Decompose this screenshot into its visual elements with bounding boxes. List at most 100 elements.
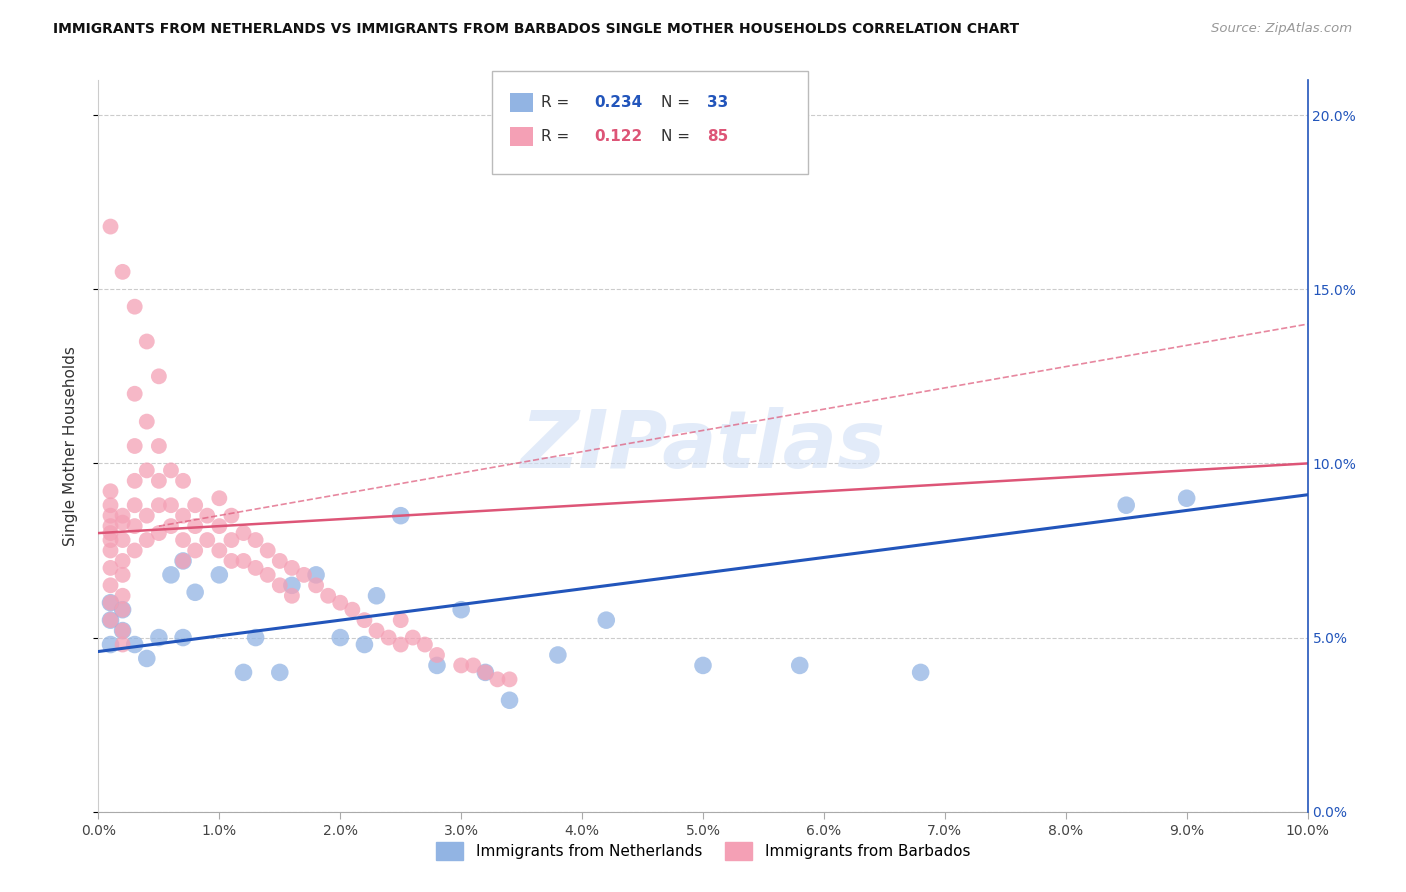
Point [100, 219, 122, 234]
Point [1175, 491, 1198, 506]
Point [135, 334, 157, 349]
Point [426, 658, 449, 673]
Point [124, 386, 146, 401]
Point [450, 658, 472, 673]
Point [124, 543, 146, 558]
Point [329, 631, 352, 645]
Point [208, 519, 231, 533]
Point [124, 638, 146, 652]
Point [124, 519, 146, 533]
Point [245, 561, 267, 575]
Point [135, 463, 157, 477]
Point [160, 519, 183, 533]
Point [595, 613, 617, 627]
Point [111, 567, 134, 582]
Point [245, 533, 267, 547]
Point [148, 439, 170, 453]
Point [377, 631, 399, 645]
Point [111, 508, 134, 523]
Point [172, 554, 194, 568]
Point [232, 526, 254, 541]
Text: N =: N = [661, 129, 695, 144]
Point [184, 498, 207, 512]
Point [195, 508, 218, 523]
Text: 0.122: 0.122 [595, 129, 643, 144]
Point [305, 567, 328, 582]
Point [221, 508, 243, 523]
Point [789, 658, 811, 673]
Point [172, 533, 194, 547]
Point [111, 554, 134, 568]
Point [221, 554, 243, 568]
Point [135, 651, 157, 665]
Point [111, 624, 134, 638]
Text: 85: 85 [707, 129, 728, 144]
Point [100, 613, 122, 627]
Point [353, 613, 375, 627]
Point [100, 526, 122, 541]
Text: N =: N = [661, 95, 695, 110]
Point [316, 589, 339, 603]
Point [208, 567, 231, 582]
Point [172, 508, 194, 523]
Point [256, 567, 278, 582]
Point [100, 596, 122, 610]
Point [124, 439, 146, 453]
Point [389, 638, 412, 652]
Point [208, 543, 231, 558]
Point [172, 474, 194, 488]
Point [111, 603, 134, 617]
Point [269, 554, 291, 568]
Text: 0.234: 0.234 [595, 95, 643, 110]
Point [100, 519, 122, 533]
Point [124, 474, 146, 488]
Point [269, 578, 291, 592]
Point [124, 300, 146, 314]
Point [463, 658, 485, 673]
Point [353, 638, 375, 652]
Point [172, 631, 194, 645]
Y-axis label: Single Mother Households: Single Mother Households [63, 346, 77, 546]
Point [148, 526, 170, 541]
Point [148, 369, 170, 384]
Point [100, 508, 122, 523]
Text: 33: 33 [707, 95, 728, 110]
Point [148, 631, 170, 645]
Point [474, 665, 496, 680]
Point [305, 578, 328, 592]
Text: Source: ZipAtlas.com: Source: ZipAtlas.com [1212, 22, 1353, 36]
Point [292, 567, 315, 582]
Point [221, 533, 243, 547]
Point [135, 508, 157, 523]
Point [474, 665, 496, 680]
Point [111, 265, 134, 279]
Point [111, 589, 134, 603]
Point [111, 533, 134, 547]
Point [256, 543, 278, 558]
Point [547, 648, 569, 662]
Point [329, 596, 352, 610]
Point [389, 613, 412, 627]
Point [184, 543, 207, 558]
Point [498, 693, 520, 707]
Point [342, 603, 364, 617]
Point [413, 638, 436, 652]
Point [135, 533, 157, 547]
Point [692, 658, 714, 673]
Point [245, 631, 267, 645]
Point [111, 638, 134, 652]
Point [184, 519, 207, 533]
Point [402, 631, 425, 645]
Point [160, 463, 183, 477]
Point [450, 603, 472, 617]
Point [281, 589, 304, 603]
Point [486, 673, 509, 687]
Point [281, 561, 304, 575]
Point [389, 508, 412, 523]
Legend: Immigrants from Netherlands, Immigrants from Barbados: Immigrants from Netherlands, Immigrants … [430, 836, 976, 866]
Point [100, 533, 122, 547]
Point [100, 543, 122, 558]
Point [100, 638, 122, 652]
Point [232, 665, 254, 680]
Point [100, 578, 122, 592]
